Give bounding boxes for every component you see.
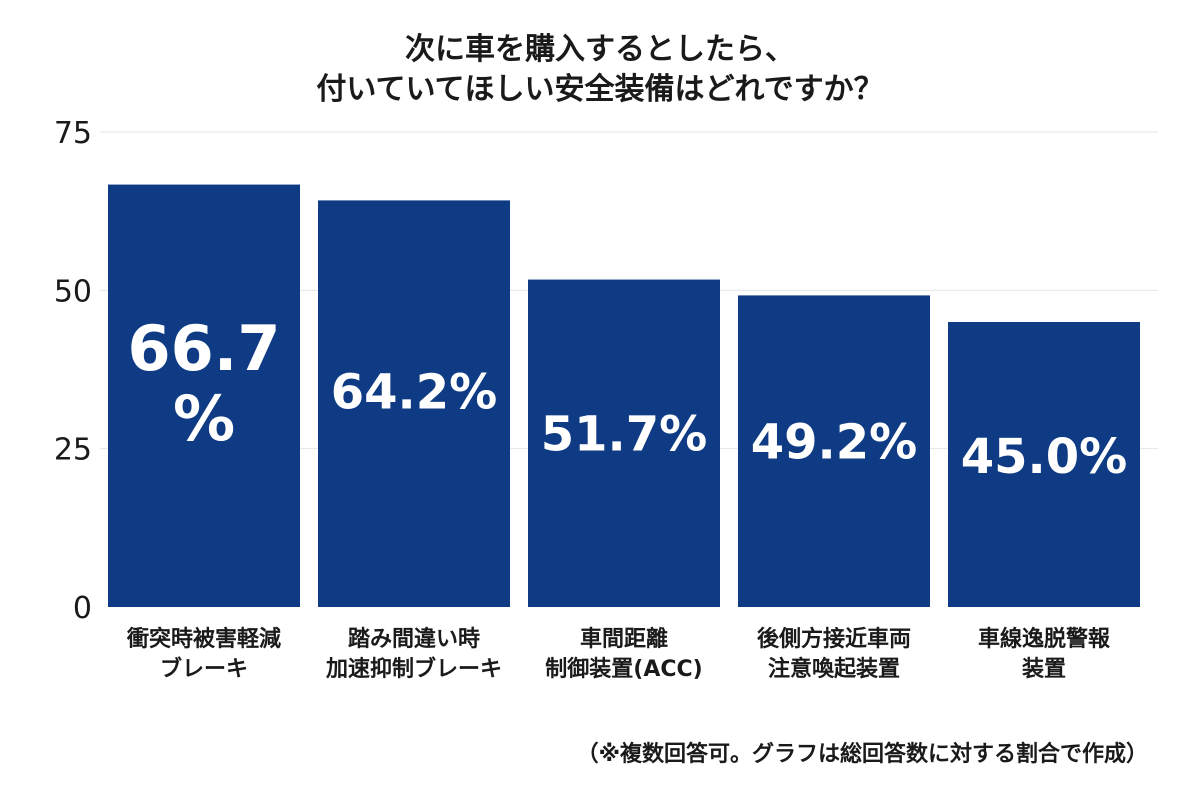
x-category-label: 装置 — [1022, 657, 1066, 682]
bar — [528, 279, 720, 607]
chart-title-line-2: 付いていてほしい安全装備はどれですか？ — [316, 72, 884, 107]
x-category-label: 車間距離 — [580, 626, 668, 652]
x-category-label: 制御装置(ACC) — [545, 656, 702, 682]
bar-data-label: 66.7 — [128, 312, 281, 385]
bar-data-label: % — [173, 382, 235, 455]
bar — [738, 295, 930, 607]
bar-data-label: 49.2% — [751, 415, 918, 471]
bar — [318, 200, 510, 607]
x-category-label: 衝突時被害軽減 — [126, 626, 281, 652]
bar — [108, 184, 300, 608]
x-category-label: 踏み間違い時 — [348, 626, 480, 652]
bar — [948, 322, 1140, 607]
y-tick-label: 75 — [54, 116, 92, 151]
chart-title: 次に車を購入するとしたら、 付いていてほしい安全装備はどれですか？ — [0, 30, 1200, 110]
x-category-label: 注意喚起装置 — [768, 656, 900, 682]
y-tick-label: 50 — [54, 274, 92, 309]
x-category-label: 車線逸脱警報 — [978, 626, 1111, 652]
chart-title-line-1: 次に車を購入するとしたら、 — [405, 32, 795, 67]
bar-data-label: 45.0% — [961, 429, 1128, 485]
bar-data-label: 64.2% — [331, 364, 498, 420]
x-category-label: 後側方接近車両 — [757, 626, 911, 652]
footnote: （※複数回答可。グラフは総回答数に対する割合で作成） — [576, 742, 1148, 767]
x-category-label: ブレーキ — [160, 656, 248, 682]
bar-data-label: 51.7% — [541, 406, 708, 462]
y-tick-label: 25 — [54, 433, 92, 468]
x-category-label: 加速抑制ブレーキ — [325, 656, 502, 682]
y-tick-label: 0 — [73, 591, 92, 626]
